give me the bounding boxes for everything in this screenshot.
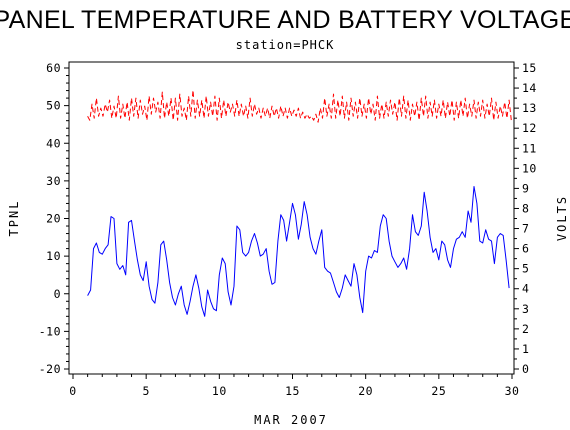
y-right-tick-label: 12 <box>522 121 537 135</box>
series-layer <box>87 89 512 317</box>
x-tick-label: 5 <box>142 384 149 398</box>
y-left-tick-label: 60 <box>46 61 61 75</box>
y-left-tick-label: -20 <box>39 362 61 376</box>
x-tick-label: 20 <box>358 384 373 398</box>
y-right-tick-label: 3 <box>522 302 529 316</box>
y-right-tick-label: 11 <box>522 141 537 155</box>
y-right-tick-label: 10 <box>522 161 537 175</box>
y-left-tick-label: 40 <box>46 136 61 150</box>
x-tick-label: 10 <box>212 384 227 398</box>
y-left-tick-label: 10 <box>46 249 61 263</box>
y-axis-right-label: VOLTS <box>555 195 569 241</box>
x-tick-label: 15 <box>285 384 300 398</box>
y-left-tick-label: -10 <box>39 324 61 338</box>
y-right-tick-label: 5 <box>522 262 529 276</box>
y-right-tick-label: 0 <box>522 362 529 376</box>
x-axis: 0 5 10 15 20 25 30 <box>69 374 519 398</box>
y-right-tick-label: 7 <box>522 222 529 236</box>
battery-voltage-line <box>87 89 512 123</box>
chart-title: PANEL TEMPERATURE AND BATTERY VOLTAGE <box>0 6 570 34</box>
y-right-tick-label: 4 <box>522 282 529 296</box>
panel-temperature-line <box>87 186 510 317</box>
x-tick-label: 25 <box>431 384 446 398</box>
y-axis-left: -20 -10 0 10 20 30 40 50 60 <box>39 61 69 376</box>
y-right-tick-label: 9 <box>522 181 529 195</box>
y-right-tick-label: 6 <box>522 242 529 256</box>
y-right-tick-label: 13 <box>522 101 537 115</box>
y-right-tick-label: 2 <box>522 322 529 336</box>
x-tick-label: 0 <box>69 384 76 398</box>
y-right-tick-label: 14 <box>522 81 537 95</box>
y-left-tick-label: 30 <box>46 174 61 188</box>
y-axis-left-label: TPNL <box>7 200 21 237</box>
y-left-tick-label: 20 <box>46 212 61 226</box>
x-tick-label: 30 <box>505 384 520 398</box>
x-axis-label: MAR 2007 <box>254 413 328 427</box>
y-left-tick-label: 50 <box>46 99 61 113</box>
plot-frame <box>68 61 515 375</box>
y-right-tick-label: 1 <box>522 342 529 356</box>
y-right-tick-label: 8 <box>522 201 529 215</box>
chart-subtitle: station=PHCK <box>236 38 335 52</box>
y-right-tick-label: 15 <box>522 61 537 75</box>
y-left-tick-label: 0 <box>54 287 61 301</box>
